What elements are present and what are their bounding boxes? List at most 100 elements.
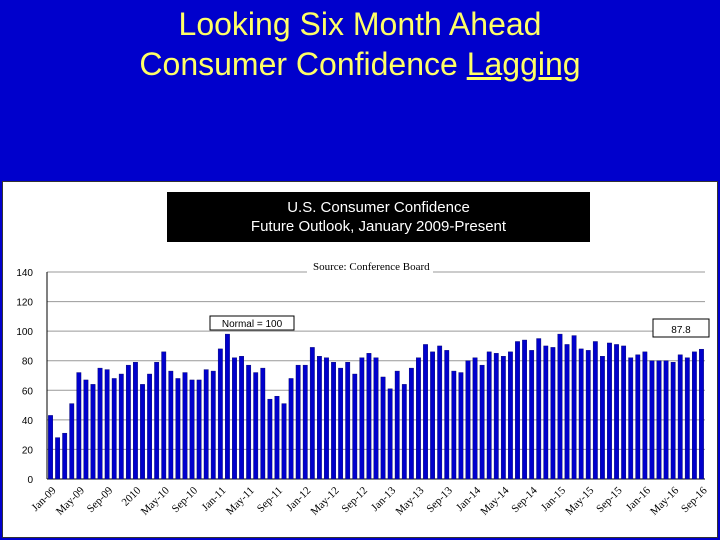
y-tick-label: 20 (22, 445, 34, 456)
bar (628, 357, 634, 480)
bar (416, 357, 421, 480)
bar (48, 415, 53, 480)
bar (564, 344, 570, 480)
bar (536, 338, 542, 480)
bar (479, 364, 485, 480)
bar (444, 350, 450, 480)
bar (267, 398, 273, 480)
bar (508, 351, 513, 480)
bar (380, 376, 386, 480)
bar (62, 432, 68, 480)
bar (515, 341, 520, 480)
bar (578, 348, 584, 480)
bar (614, 344, 619, 480)
bar (699, 348, 704, 480)
bar (472, 357, 478, 480)
chart-title-box: U.S. Consumer Confidence Future Outlook,… (167, 192, 590, 242)
bar (394, 370, 400, 480)
bar (529, 350, 535, 480)
bar (175, 378, 181, 480)
x-tick-label: May-14 (478, 484, 511, 517)
x-tick-label: May-10 (139, 484, 172, 517)
bar (69, 403, 75, 480)
bar (430, 351, 435, 480)
bar (281, 403, 287, 480)
bar (239, 356, 244, 480)
bar (550, 347, 556, 480)
bar (189, 379, 195, 480)
bar (83, 379, 89, 480)
bar (210, 370, 216, 480)
bar (154, 361, 160, 480)
bar (458, 372, 464, 480)
bar (203, 369, 209, 480)
y-tick-label: 120 (16, 298, 33, 309)
x-tick-label: May-13 (393, 484, 426, 517)
x-tick-label: Sep-16 (679, 484, 710, 515)
callout-box (652, 318, 710, 338)
chart-panel: U.S. Consumer Confidence Future Outlook,… (2, 181, 718, 538)
bar (140, 384, 145, 480)
source-label: Source: Conference Board (313, 261, 430, 273)
bar (295, 364, 301, 480)
bar (168, 370, 174, 480)
bar (557, 333, 563, 480)
slide-title-line2-underlined: Lagging (466, 46, 581, 82)
x-tick-label: Sep-11 (255, 485, 285, 515)
bar (147, 373, 152, 480)
bar (260, 367, 266, 480)
bar (486, 351, 492, 480)
y-tick-label: 100 (16, 327, 33, 338)
bar (97, 367, 103, 480)
reference-label: Normal = 100 (222, 319, 283, 330)
bar (493, 353, 499, 480)
bar (401, 384, 407, 480)
bar (232, 357, 237, 480)
bar (500, 356, 506, 480)
x-tick-label: 2010 (120, 484, 144, 508)
bar (182, 372, 188, 480)
bar (663, 360, 669, 480)
slide-title-line1: Looking Six Month Ahead (178, 6, 542, 42)
bar (352, 373, 358, 480)
x-tick-label: Sep-14 (509, 484, 540, 515)
source-label-bg (307, 256, 433, 274)
x-tick-label: Sep-12 (339, 485, 370, 516)
bar (642, 351, 648, 480)
x-tick-label: May-09 (54, 484, 87, 517)
bar (600, 356, 605, 480)
bar (76, 372, 82, 480)
y-tick-label: 80 (22, 357, 34, 368)
bar (684, 357, 690, 480)
bar (635, 354, 641, 480)
y-tick-label: 0 (27, 475, 33, 486)
bar (621, 345, 627, 480)
bar (592, 341, 598, 480)
bar (451, 370, 457, 480)
chart-title-line1: U.S. Consumer Confidence (287, 199, 470, 216)
bar (677, 354, 683, 480)
bar (309, 347, 315, 480)
bar (543, 345, 549, 480)
bar (691, 351, 697, 480)
bar (423, 344, 428, 480)
chart-title-line2: Future Outlook, January 2009-Present (250, 218, 507, 235)
bar (104, 369, 110, 480)
x-tick-label: Sep-10 (170, 484, 201, 515)
callout-value: 87.8 (671, 325, 691, 336)
reference-label-box (209, 315, 295, 331)
x-tick-label: May-12 (309, 485, 342, 518)
bar (366, 353, 372, 480)
y-tick-label: 40 (22, 416, 34, 427)
bar (522, 339, 527, 480)
bar (274, 395, 280, 480)
bar (302, 364, 308, 480)
bar (288, 378, 294, 480)
bar (111, 378, 117, 480)
bar (217, 348, 223, 480)
x-tick-label: Sep-15 (594, 484, 625, 515)
bar (331, 361, 336, 480)
bar (649, 360, 655, 480)
bar (317, 356, 322, 480)
